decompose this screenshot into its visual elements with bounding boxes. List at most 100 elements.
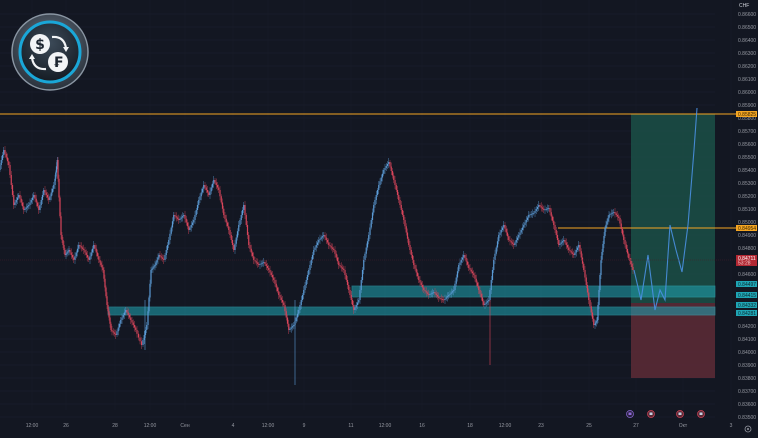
candle-body xyxy=(594,323,596,325)
candle-body xyxy=(290,327,292,329)
candle-body xyxy=(399,200,401,205)
candle-body xyxy=(274,280,276,284)
candle-body xyxy=(288,323,290,330)
candle-body xyxy=(203,185,205,189)
candle-body xyxy=(486,301,489,303)
upper-support-zone[interactable] xyxy=(351,285,716,298)
horizontal-levels[interactable] xyxy=(0,113,736,229)
candle-body xyxy=(320,237,322,239)
candle-body xyxy=(44,190,46,193)
candle-body xyxy=(389,162,391,167)
candle-body xyxy=(316,242,319,245)
projection-line[interactable] xyxy=(633,107,698,311)
candle-body xyxy=(142,340,144,345)
profit-target-area[interactable] xyxy=(631,114,715,303)
candle-body xyxy=(548,208,550,209)
candle-body xyxy=(614,212,616,214)
candle-body xyxy=(619,218,621,224)
candle-body xyxy=(191,222,194,225)
candle-body xyxy=(88,257,90,260)
candle-body xyxy=(383,170,385,174)
candle-body xyxy=(608,215,610,219)
price-tick-label: 0.83700 xyxy=(738,389,756,395)
candle-body xyxy=(313,250,315,255)
candle-body xyxy=(160,256,162,258)
candle-body xyxy=(480,293,482,298)
candle-body xyxy=(281,300,284,303)
settings-gear-icon[interactable] xyxy=(744,420,752,433)
candle-body xyxy=(371,212,374,220)
candle-body xyxy=(596,320,598,322)
candle-body xyxy=(409,245,411,250)
candle-body xyxy=(296,313,299,318)
candle-body xyxy=(408,238,410,245)
candle-body xyxy=(425,291,427,293)
candle-body xyxy=(133,325,136,328)
candle-body xyxy=(106,296,108,305)
candle-body xyxy=(211,183,214,188)
lower-support-zone[interactable] xyxy=(107,306,716,316)
candle-body xyxy=(50,192,52,197)
zone-price-label: 0.84415 xyxy=(738,293,756,299)
candle-body xyxy=(466,261,469,265)
candle-body xyxy=(588,292,590,300)
price-tick-label: 0.86400 xyxy=(738,38,756,44)
candle-body xyxy=(546,208,549,210)
candle-body xyxy=(531,213,534,215)
candle-body xyxy=(551,216,554,221)
candle-body xyxy=(498,235,500,242)
candle-body xyxy=(379,181,381,185)
candle-body xyxy=(85,252,87,255)
long-position-tool[interactable] xyxy=(631,114,715,378)
candle-body xyxy=(479,290,481,294)
candle-body xyxy=(152,267,154,269)
candle-body xyxy=(123,312,126,315)
candle-body xyxy=(155,262,157,265)
candle-body xyxy=(629,258,631,261)
candle-body xyxy=(343,268,345,270)
currency-selector[interactable]: CHF xyxy=(737,2,751,10)
price-tick-label: 0.86600 xyxy=(738,12,756,18)
candle-body xyxy=(258,263,260,265)
candle-body xyxy=(224,215,226,219)
candle-body xyxy=(91,248,94,253)
price-tick-label: 0.86500 xyxy=(738,25,756,31)
candle-body xyxy=(118,323,121,328)
candle-body xyxy=(328,242,330,245)
candle-body xyxy=(333,248,335,250)
candle-body xyxy=(229,230,231,235)
event-markers[interactable] xyxy=(626,410,705,418)
candle-body xyxy=(632,267,634,270)
candle-body xyxy=(374,200,376,205)
candle-body xyxy=(24,208,26,210)
candle-body xyxy=(64,250,66,255)
candle-body xyxy=(613,212,615,213)
candle-body xyxy=(556,235,559,240)
candle-body xyxy=(388,162,390,164)
candle-body xyxy=(206,190,209,193)
zone-price-label: 0.84497 xyxy=(738,282,756,288)
candle-body xyxy=(0,160,2,165)
time-tick-label: 12:00 xyxy=(144,423,157,429)
time-tick-label: 9 xyxy=(303,423,306,429)
candle-body xyxy=(16,197,19,200)
candle-body xyxy=(421,285,424,288)
candle-body xyxy=(20,198,22,203)
time-tick-label: 12:00 xyxy=(26,423,39,429)
candlestick-series xyxy=(0,146,634,385)
price-axis[interactable]: 0.86600 0.86500 0.86400 0.86300 0.86200 0.861… xyxy=(736,12,757,421)
price-tick-label: 0.85500 xyxy=(738,155,756,161)
candle-body xyxy=(483,301,485,305)
candle-body xyxy=(496,241,499,248)
candle-body xyxy=(573,253,575,255)
candle-body xyxy=(195,210,197,215)
candle-body xyxy=(410,250,412,255)
candle-body xyxy=(35,198,37,203)
candle-body xyxy=(186,222,189,227)
projection-path[interactable] xyxy=(633,107,698,311)
time-axis[interactable]: 12:00 26 28 12:00 Сен 4 12:00 9 11 12:00 16 18 12:00… xyxy=(26,423,733,429)
candle-body xyxy=(429,294,431,296)
stop-loss-area[interactable] xyxy=(631,303,715,378)
candle-body xyxy=(534,211,536,213)
